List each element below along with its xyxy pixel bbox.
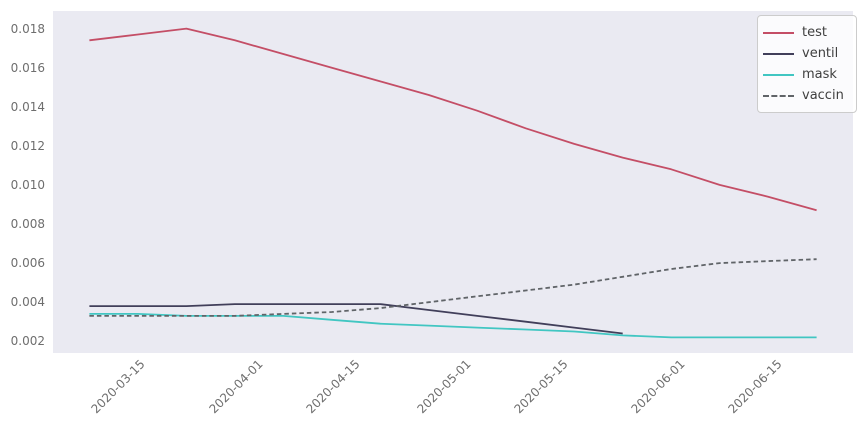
legend-label-ventil: ventil [802,46,839,61]
legend-line-swatch-vaccin [763,94,794,97]
legend-item-test: test [763,22,848,43]
y-tick-label: 0.016 [10,60,45,75]
y-tick-label: 0.014 [10,99,45,114]
series-line-test [89,27,817,212]
legend-item-ventil: ventil [763,43,848,64]
y-tick-label: 0.010 [10,177,45,192]
legend-item-mask: mask [763,64,848,85]
legend-label-vaccin: vaccin [802,88,844,103]
plot-background [53,11,853,353]
series-line-ventil [89,303,623,335]
y-tick-label: 0.006 [10,256,45,271]
legend: test ventil mask vaccin [757,15,857,113]
legend-line-swatch-mask [763,73,794,76]
legend-line-swatch-ventil [763,52,794,55]
y-tick-label: 0.018 [10,21,45,36]
series-line-vaccin [89,258,817,317]
line-chart-plot-area [53,11,853,353]
legend-label-mask: mask [802,67,837,82]
legend-line-swatch-test [763,31,794,34]
legend-label-test: test [802,25,827,40]
legend-item-vaccin: vaccin [763,85,848,106]
y-tick-label: 0.012 [10,138,45,153]
y-tick-label: 0.004 [10,295,45,310]
y-tick-label: 0.008 [10,217,45,232]
y-tick-label: 0.002 [10,334,45,349]
